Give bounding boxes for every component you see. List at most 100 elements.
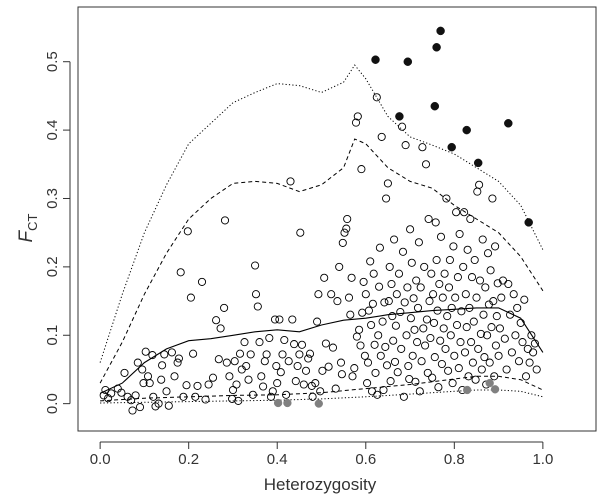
data-point <box>436 232 446 241</box>
data-point <box>375 282 384 291</box>
data-point <box>343 214 352 224</box>
data-point <box>411 377 420 386</box>
data-point <box>157 375 166 384</box>
data-point <box>459 262 468 271</box>
data-point <box>420 262 429 271</box>
data-point <box>513 303 522 312</box>
data-point <box>401 141 410 150</box>
data-point <box>201 395 210 404</box>
x-tick-label: 0.4 <box>267 451 288 468</box>
data-point <box>107 389 116 398</box>
data-point <box>489 297 498 306</box>
data-point <box>436 336 445 345</box>
data-point <box>305 349 315 358</box>
data-point <box>320 273 329 282</box>
data-point <box>493 279 502 288</box>
data-point <box>415 387 424 396</box>
data-point <box>337 370 346 379</box>
data-point <box>492 312 501 321</box>
data-point <box>390 235 399 244</box>
y-axis-label: FCT <box>16 213 40 242</box>
data-point <box>244 375 253 384</box>
data-point <box>313 317 322 326</box>
x-axis: 0.0 0.2 0.4 0.6 0.8 1.0 <box>90 441 553 468</box>
data-point <box>530 339 539 348</box>
data-point <box>439 324 448 333</box>
data-point <box>403 283 412 292</box>
data-point <box>480 353 489 362</box>
data-point <box>431 218 440 227</box>
data-point <box>251 261 260 270</box>
data-point <box>328 343 338 352</box>
data-point <box>467 338 476 347</box>
data-point <box>133 358 142 367</box>
data-point <box>127 396 136 405</box>
data-point <box>412 276 421 285</box>
y-tick-label: 0.1 <box>44 325 61 346</box>
data-point <box>348 372 357 381</box>
data-point <box>447 303 456 312</box>
y-tick-label: 0.0 <box>44 393 61 414</box>
data-point <box>363 358 373 367</box>
high-outlier-point <box>432 43 441 52</box>
data-point <box>500 334 509 343</box>
data-point <box>393 368 402 377</box>
data-point <box>145 379 154 388</box>
data-point <box>284 357 293 366</box>
data-point <box>409 294 418 303</box>
data-point <box>472 293 481 302</box>
low-outlier-point <box>314 399 323 408</box>
data-point <box>466 214 475 224</box>
low-outlier-point <box>485 378 494 388</box>
data-point <box>396 307 405 317</box>
data-point <box>470 255 479 265</box>
data-point <box>368 299 377 308</box>
data-point <box>455 229 464 239</box>
data-point <box>253 302 262 311</box>
data-point <box>235 349 245 358</box>
data-point <box>490 372 499 381</box>
data-point <box>475 180 484 189</box>
data-point <box>242 361 251 371</box>
data-point <box>460 348 470 357</box>
data-point <box>257 372 266 381</box>
data-point <box>390 357 400 366</box>
data-point <box>434 383 443 392</box>
data-point <box>475 276 485 285</box>
data-point <box>286 177 295 186</box>
data-point <box>135 403 145 412</box>
data-point <box>293 361 302 371</box>
data-point <box>425 297 434 306</box>
data-point <box>473 187 482 196</box>
data-point <box>366 257 375 266</box>
data-point <box>384 297 393 306</box>
data-point <box>488 194 497 203</box>
data-point <box>355 325 364 334</box>
data-point <box>149 392 158 401</box>
high-outlier-point <box>395 112 404 121</box>
data-point <box>370 340 379 349</box>
data-point <box>469 317 478 326</box>
data-point <box>521 372 531 381</box>
data-point <box>158 361 167 370</box>
data-point <box>304 354 313 363</box>
x-tick-label: 0.0 <box>90 451 111 468</box>
data-point <box>417 357 426 366</box>
data-point <box>527 331 536 340</box>
high-outlier-point <box>403 57 413 66</box>
data-point <box>445 255 454 265</box>
data-point <box>486 266 495 275</box>
data-point <box>351 118 361 127</box>
data-point <box>388 312 397 321</box>
low-outlier-point <box>490 385 500 394</box>
data-point <box>404 361 413 371</box>
data-point <box>371 368 380 377</box>
data-point <box>525 358 534 367</box>
y-axis-label-sub: CT <box>25 213 40 230</box>
data-point <box>414 238 423 247</box>
data-point <box>335 262 344 271</box>
data-point <box>386 377 395 386</box>
data-point <box>441 344 450 353</box>
data-point <box>471 375 480 384</box>
